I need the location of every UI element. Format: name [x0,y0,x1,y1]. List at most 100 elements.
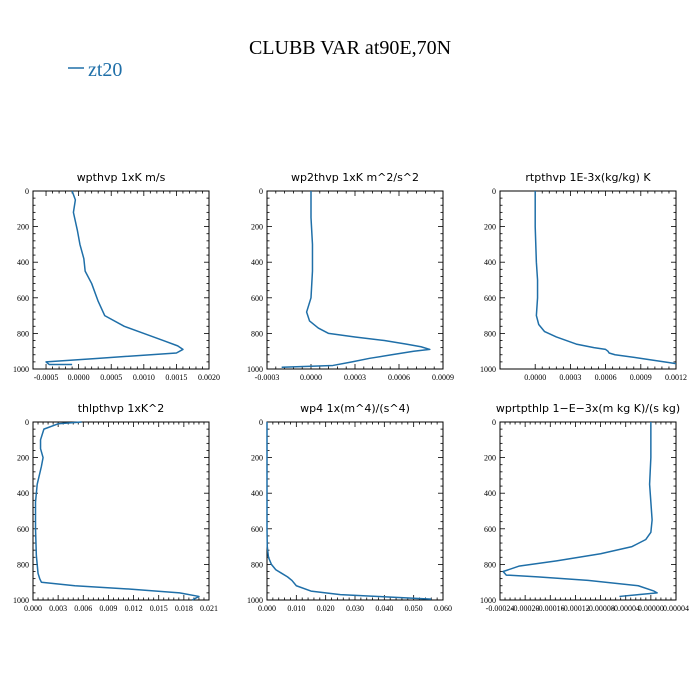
x-tick-label: 0.020 [317,604,335,613]
panel-5: wp4 1x(m^4)/(s^4) 0.000 0.010 0.020 0.030 0.0… [247,402,452,613]
y-tick-label: 1000 [247,365,263,374]
x-tick-label: 0.0000 [300,373,322,382]
subplot-title: rtpthvp 1E-3x(kg/kg) K [525,171,651,184]
x-tick-label: -0.00024 [486,604,515,613]
y-tick-label: 800 [17,329,29,338]
y-tick-label: 600 [251,525,263,534]
x-tick-label: 0.006 [74,604,92,613]
subplot-title: wp4 1x(m^4)/(s^4) [300,402,410,415]
y-tick-label: 0 [25,187,29,196]
y-tick-label: 200 [251,454,263,463]
y-tick-label: 0 [25,418,29,427]
x-tick-label: 0.0005 [100,373,122,382]
legend-label: zt20 [88,59,122,81]
plot-frame [32,190,210,370]
y-tick-label: 800 [484,560,496,569]
x-tick-label: 0.060 [434,604,452,613]
x-tick-label: 0.00004 [663,604,689,613]
x-tick-label: -0.0005 [34,373,59,382]
x-tick-label: 0.010 [287,604,305,613]
x-tick-label: 0.030 [346,604,364,613]
y-tick-label: 600 [484,294,496,303]
x-tick-label: 0.00000 [638,604,664,613]
y-tick-label: 400 [484,489,496,498]
y-tick-label: 800 [17,560,29,569]
subplot-title: wpthvp 1xK m/s [77,171,166,184]
x-tick-label: -0.0003 [255,373,280,382]
series-line-zt20 [502,422,658,598]
y-tick-label: 400 [17,489,29,498]
y-tick-label: 400 [251,489,263,498]
subplot-title: thlpthvp 1xK^2 [78,402,165,415]
legend: zt20 [68,59,122,81]
y-tick-label: 400 [484,258,496,267]
x-tick-label: 0.0009 [630,373,652,382]
y-tick-label: 0 [259,187,263,196]
y-tick-label: 1000 [13,365,29,374]
x-tick-label: 0.000 [258,604,276,613]
y-tick-label: 1000 [480,596,496,605]
plot-frame [32,421,210,601]
series-line-zt20 [266,422,432,600]
panel-3: rtpthvp 1E-3x(kg/kg) K 0.0000 0.0003 0.0006… [480,171,687,382]
subplot-title: wprtpthlp 1−E−3x(m kg K)/(s kg) [496,402,680,415]
x-tick-label: -0.00016 [536,604,565,613]
x-tick-label: 0.0003 [344,373,366,382]
plot-frame [499,190,677,370]
x-tick-label: 0.009 [99,604,117,613]
y-tick-label: 200 [17,223,29,232]
series-line-zt20 [281,191,431,368]
plot-frame [266,190,444,370]
x-tick-label: -0.00012 [561,604,590,613]
series-line-zt20 [34,421,200,601]
x-tick-label: 0.0015 [165,373,187,382]
y-tick-label: 800 [251,329,263,338]
plot-frame [499,421,677,601]
y-tick-label: 600 [17,525,29,534]
y-tick-label: 200 [484,454,496,463]
x-tick-label: 0.0000 [68,373,90,382]
y-tick-label: 600 [484,525,496,534]
x-tick-label: 0.050 [405,604,423,613]
y-tick-label: 1000 [13,596,29,605]
panels: wpthvp 1xK m/s-0.0005 0.0000 0.0005 0.0010 0… [13,171,689,613]
y-tick-label: 200 [251,223,263,232]
x-tick-label: -0.00008 [586,604,615,613]
x-tick-label: 0.003 [49,604,67,613]
y-tick-label: 1000 [247,596,263,605]
x-tick-label: 0.018 [175,604,193,613]
x-tick-label: 0.021 [200,604,218,613]
x-tick-label: 0.0006 [388,373,410,382]
x-tick-label: 0.012 [125,604,143,613]
x-tick-label: 0.0012 [665,373,687,382]
main-title: CLUBB VAR at90E,70N [249,37,451,59]
y-tick-label: 600 [251,294,263,303]
panel-6: wprtpthlp 1−E−3x(m kg K)/(s kg)-0.00024-… [480,402,689,613]
y-tick-label: 200 [484,223,496,232]
x-tick-label: 0.0010 [133,373,155,382]
series-line-zt20 [45,190,184,366]
y-tick-label: 0 [259,418,263,427]
panel-2: wp2thvp 1xK m^2/s^2 -0.0003 0.0000 0.0003 0.… [247,171,454,382]
y-tick-label: 800 [251,560,263,569]
y-tick-label: 600 [17,294,29,303]
x-tick-label: -0.00004 [611,604,640,613]
y-tick-label: 400 [17,258,29,267]
x-tick-label: -0.00020 [511,604,540,613]
y-tick-label: 0 [492,187,496,196]
y-tick-label: 1000 [480,365,496,374]
y-tick-label: 800 [484,329,496,338]
series-line-zt20 [534,191,677,365]
x-tick-label: 0.0003 [559,373,581,382]
x-tick-label: 0.0000 [524,373,546,382]
x-tick-label: 0.0009 [432,373,454,382]
x-tick-label: 0.015 [150,604,168,613]
subplot-title: wp2thvp 1xK m^2/s^2 [291,171,419,184]
x-tick-label: 0.0006 [595,373,617,382]
panel-1: wpthvp 1xK m/s -0.0005 0.0000 0.0005 0.0010 0… [13,171,220,382]
panel-4: thlpthvp 1xK^2 0.000 0.003 0.006 0.009 0.012 0… [13,402,218,613]
x-tick-label: 0.000 [24,604,42,613]
y-tick-label: 200 [17,454,29,463]
y-tick-label: 400 [251,258,263,267]
